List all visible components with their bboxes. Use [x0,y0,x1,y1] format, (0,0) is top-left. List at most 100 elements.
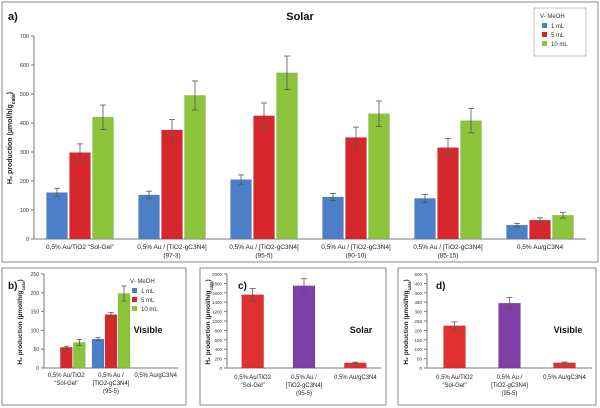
panel-a-y-tick-label: 700 [20,34,29,40]
panel-a-legend-swatch [542,23,547,28]
panel-c-category-label: 0,5% Au/gC3N4 [334,375,377,381]
panel-b-y-axis-label: H₂ production (µmol/h/gcata) [17,279,26,364]
panel-b-legend-label: 1 mL [141,289,155,295]
panel-a-category-label: 0,5% Au / [TiO2-gC3N4] [413,244,483,251]
panel-d-y-tick-label: 500 [414,272,422,277]
panel-b-letter: b) [8,281,17,292]
panel-a-y-tick-label: 500 [20,92,29,98]
panel-d-category-label: "Sol-Gel" [442,383,466,389]
panel-b-category-label: 0,5% Au/gC3N4 [134,373,177,379]
panel-a-category-label: 0,5% Au/TiO2 "Sol-Gel" [46,244,115,251]
panel-d-letter: d) [436,281,445,292]
panel-b-legend-swatch [132,297,137,302]
panel-a-y-axis-label: H₂ production (µmol/h/gcata) [7,92,17,184]
panel-c-y-tick-label: 600 [214,338,222,343]
panel-a-bar [253,115,275,240]
panel-a-title: Solar [286,11,314,23]
panel-c-y-tick-label: 0 [219,366,222,371]
panel-d-y-tick-label: 200 [414,328,422,333]
panel-d-y-tick-label: 50 [417,357,423,362]
panel-b-y-tick-label: 150 [31,310,40,316]
panel-a-bar [345,137,367,240]
panel-c-y-axis-label: H₂ production (µmol/h/gcata) [205,279,214,364]
panel-a-category-label: (95-5) [255,253,272,260]
panel-b-y-tick-label: 100 [31,328,40,334]
panel-a-bar [276,72,298,240]
panel-d-category-label: 0,5% Au/TiO2 [436,375,473,381]
panel-b-bar [60,347,73,369]
panel-a-legend-label: 10 mL [551,42,568,48]
panel-a-y-tick-label: 100 [20,208,29,214]
panel-d-y-tick-label: 300 [414,310,422,315]
panel-c-category-label: 0,5% Au/TiO2 [234,375,271,381]
panel-b-category-label: 0,5% Au / [98,373,124,379]
panel-d-y-tick-label: 450 [414,281,422,286]
panel-b-bar [91,338,105,369]
panel-b-title: Visible [134,325,163,335]
panel-a-category-label: 0,5% Au / [TiO2-gC3N4] [137,244,207,251]
panel-b-bar [117,293,131,369]
panel-a-frame [1,1,599,263]
panel-a-legend-title: V- MeOH [540,14,565,20]
panel-b-y-tick-label: 250 [31,272,40,278]
panel-d-y-tick-label: 150 [414,338,422,343]
panel-d-category-label: [TiO2-gC3N4] [491,383,528,389]
panel-d-category-label: 0,5% Au / [497,375,523,381]
panel-a-bar [46,192,68,240]
panel-d-category-label: (95-5) [501,391,517,397]
panel-a-legend-swatch [542,32,547,37]
panel-a-bar [437,147,459,240]
panel-a-bar [138,194,160,240]
panel-d-y-tick-label: 350 [414,300,422,305]
panel-c-bar [241,294,264,369]
panel-c-y-tick-label: 1400 [212,300,223,305]
panel-b-legend-swatch [132,306,137,311]
panel-c-letter: c) [238,281,247,292]
panel-a-bar [69,152,91,240]
panel-c-title: Solar [350,325,373,335]
panel-c-y-tick-label: 800 [214,328,222,333]
panel-a-y-tick-label: 0 [26,237,29,243]
panel-d-y-tick-label: 250 [414,319,422,324]
panel-d-frame [397,267,597,406]
panel-b-category-label: "Sol-Gel" [54,381,78,387]
panel-a-category-label: (90-10) [346,253,367,260]
panel-a-category-label: 0,5% Au/gC3N4 [517,244,564,251]
panel-a-solar-chart: a) Solar 0 100 200 300 400 500 600 700 H₂ producti… [1,1,599,263]
panel-a-y-tick-label: 400 [20,121,29,127]
panel-a-legend-swatch [542,41,547,46]
panel-c-y-tick-label: 1600 [212,291,223,296]
panel-c-y-tick-label: 200 [214,357,222,362]
panel-b-category-label: (95-5) [103,389,119,395]
panel-b-y-tick-label: 50 [33,347,39,353]
panel-a-bar [322,196,344,240]
panel-a-bar [529,219,551,240]
panel-d-bar [443,325,466,369]
panel-b-legend-label: 10 mL [141,307,158,313]
panel-c-bar [292,285,316,369]
panel-b-frame [1,267,187,406]
panel-c-y-tick-label: 1200 [212,310,223,315]
panel-a-bar [161,129,183,240]
panel-c-y-tick-label: 400 [214,347,222,352]
panel-d-y-axis-label: H₂ production (µmol/h/gcata) [403,279,412,364]
panel-d-bar [498,302,521,369]
panel-d-y-tick-label: 0 [419,366,422,371]
panel-c-category-label: 0,5% Au / [291,375,317,381]
panel-c-category-label: "Sol-Gel" [241,383,265,389]
panel-d-y-tick-label: 100 [414,347,422,352]
panel-b-legend-label: 5 mL [141,298,155,304]
panel-b-bar [73,342,86,369]
panel-b-bar [104,314,118,369]
panel-c-y-tick-label: 1000 [212,319,223,324]
panel-b-category-label: [TiO2-gC3N4] [93,381,130,387]
panel-d-y-tick-label: 400 [414,291,422,296]
panel-d-title: Visible [554,325,583,335]
panel-a-bar [368,113,390,240]
panel-c-y-tick-label: 2000 [212,272,223,277]
panel-b-legend-title: V- MeOH [130,279,155,285]
panel-c-y-tick-label: 1800 [212,281,223,286]
panel-a-legend-label: 1 mL [551,24,565,30]
panel-a-category-label: 0,5% Au / [TiO2-gC3N4] [321,244,391,251]
